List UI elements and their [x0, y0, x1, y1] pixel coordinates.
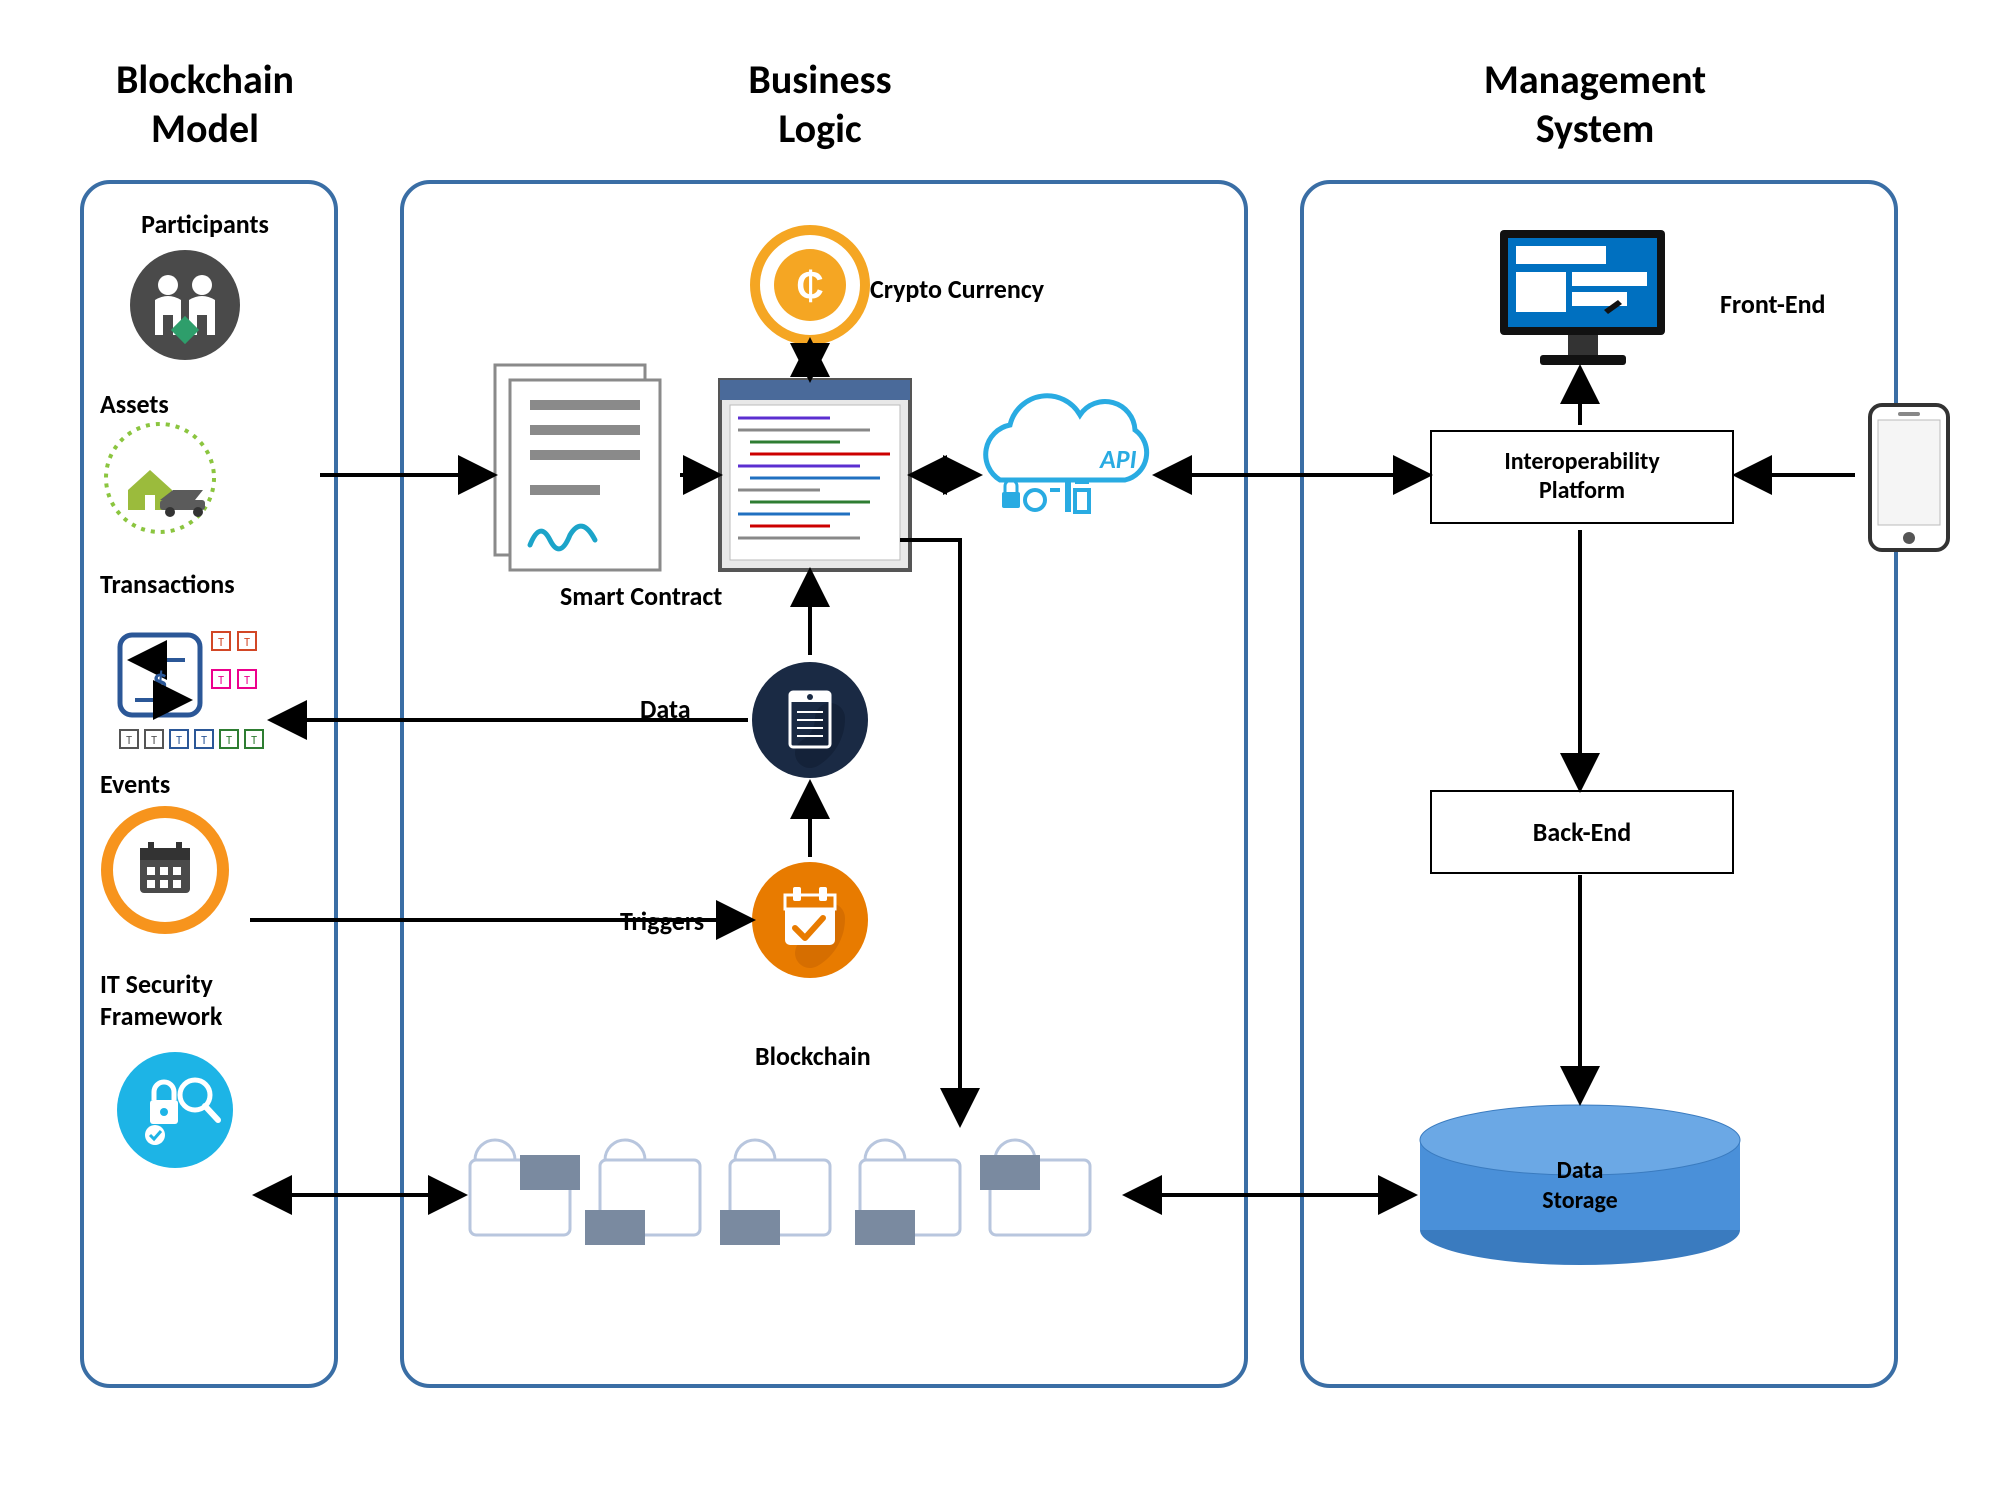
diagram-root: BlockchainModel BusinessLogic Management…: [0, 0, 2000, 1500]
label-frontend: Front-End: [1720, 288, 1825, 320]
label-transactions: Transactions: [100, 568, 310, 600]
label-participants: Participants: [100, 208, 310, 240]
panel-business-logic: [400, 180, 1248, 1388]
label-security: IT Security Framework: [100, 968, 310, 1032]
label-assets: Assets: [100, 388, 310, 420]
label-crypto: Crypto Currency: [870, 273, 1044, 305]
label-smart-contract: Smart Contract: [560, 580, 722, 612]
label-triggers: Triggers: [620, 905, 704, 937]
title-management-system: ManagementSystem: [1350, 55, 1840, 153]
title-blockchain-model: BlockchainModel: [80, 55, 330, 153]
box-backend: Back-End: [1430, 790, 1734, 874]
label-data: Data: [640, 693, 691, 725]
title-business-logic: BusinessLogic: [640, 55, 1000, 153]
label-blockchain: Blockchain: [755, 1040, 871, 1072]
box-interop: Interoperability Platform: [1430, 430, 1734, 524]
label-events: Events: [100, 768, 310, 800]
panel-management-system: [1300, 180, 1898, 1388]
